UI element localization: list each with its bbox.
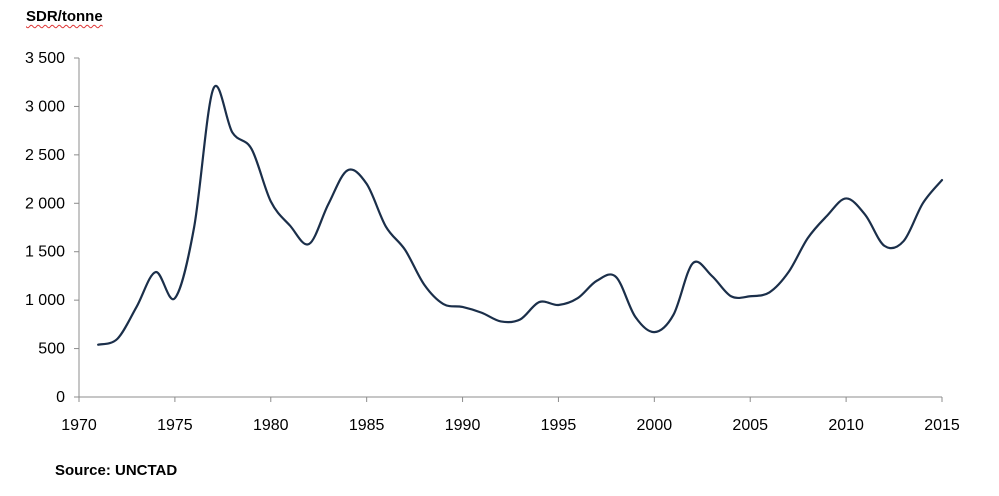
x-tick-label: 1995 [541,417,577,434]
x-tick-label: 2015 [924,417,960,434]
y-tick-label: 500 [38,341,65,358]
x-tick-label: 1975 [157,417,193,434]
y-tick-label: 0 [56,389,65,406]
source-note: Source: UNCTAD [55,462,178,479]
y-tick-label: 3 500 [25,50,65,67]
y-axis-label: SDR/tonne [26,8,103,25]
x-tick-label: 1985 [349,417,385,434]
y-tick-label: 3 000 [25,98,65,115]
x-tick-label: 1980 [253,417,289,434]
series-line [97,84,944,346]
x-tick-label: 2010 [828,417,864,434]
y-tick-label: 2 000 [25,195,65,212]
x-tick-label: 2005 [732,417,768,434]
y-tick-label: 2 500 [25,147,65,164]
y-tick-label: 1 500 [25,244,65,261]
x-tick-label: 1990 [445,417,481,434]
x-tick-label: 2000 [637,417,673,434]
x-tick-label: 1970 [61,417,97,434]
y-tick-label: 1 000 [25,292,65,309]
